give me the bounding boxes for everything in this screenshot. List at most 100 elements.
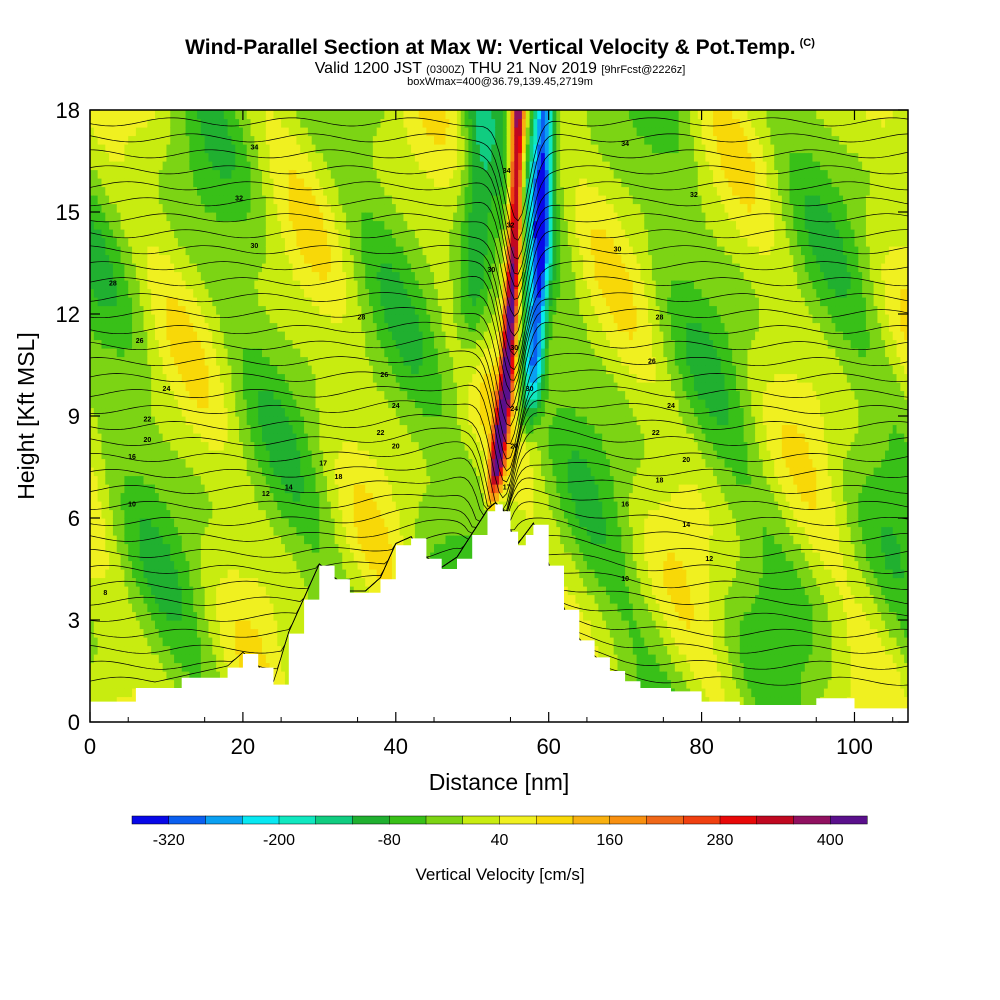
velocity-cell [219,611,225,621]
velocity-cell [265,348,271,358]
velocity-cell [158,475,164,485]
velocity-cell [246,271,252,281]
velocity-cell [170,348,175,358]
velocity-cell [277,662,282,672]
velocity-cell [250,280,255,290]
velocity-cell [242,586,248,596]
velocity-cell [197,195,202,205]
velocity-cell [216,356,221,366]
velocity-cell [120,212,125,222]
velocity-cell [139,501,145,511]
velocity-cell [212,127,217,137]
velocity-cell [90,577,95,587]
velocity-cell [307,518,313,528]
velocity-cell [97,628,103,638]
velocity-cell [112,628,118,638]
velocity-cell [311,161,317,171]
velocity-cell [219,212,225,222]
velocity-cell [147,263,152,273]
velocity-cell [166,577,171,587]
velocity-cell [246,229,252,239]
velocity-cell [246,161,252,171]
velocity-cell [262,424,267,434]
velocity-cell [284,331,290,341]
velocity-cell [135,526,141,536]
velocity-cell [116,339,122,349]
velocity-cell [250,543,255,553]
velocity-cell [166,535,171,545]
velocity-cell [212,407,217,417]
velocity-cell [338,433,343,443]
velocity-cell [132,271,137,281]
velocity-cell [181,297,187,307]
velocity-cell [112,637,118,647]
velocity-cell [147,271,152,281]
velocity-cell [158,543,164,553]
velocity-cell [139,382,145,392]
velocity-cell [93,263,99,273]
velocity-cell [143,552,148,562]
velocity-cell [208,441,213,451]
velocity-cell [219,492,225,502]
velocity-cell [166,620,171,630]
velocity-cell [277,526,282,536]
velocity-cell [170,339,175,349]
velocity-cell [349,569,355,579]
velocity-cell [154,135,160,145]
velocity-cell [262,662,267,672]
velocity-cell [349,535,355,545]
velocity-cell [135,186,141,196]
velocity-cell [216,118,221,128]
velocity-cell [109,263,114,273]
velocity-cell [204,288,210,298]
velocity-cell [204,620,210,630]
velocity-cell [189,441,194,451]
velocity-cell [185,399,190,409]
velocity-cell [219,365,225,375]
velocity-cell [166,373,171,383]
velocity-cell [120,611,125,621]
velocity-cell [307,484,313,494]
velocity-cell [269,118,275,128]
velocity-cell [112,586,118,596]
velocity-cell [277,603,282,613]
velocity-cell [235,450,240,460]
velocity-cell [323,424,328,434]
velocity-cell [105,586,110,596]
velocity-cell [334,441,340,451]
velocity-cell [112,212,118,222]
velocity-cell [216,331,221,341]
velocity-cell [177,569,183,579]
velocity-cell [109,229,114,239]
velocity-cell [200,135,206,145]
velocity-cell [277,671,282,681]
velocity-cell [262,237,267,247]
velocity-cell [181,237,187,247]
velocity-cell [105,526,110,536]
velocity-cell [346,382,351,392]
velocity-cell [197,373,202,383]
velocity-cell [151,450,156,460]
velocity-cell [101,195,106,205]
velocity-cell [112,237,118,247]
velocity-cell [132,450,137,460]
velocity-cell [200,152,206,162]
velocity-cell [135,254,141,264]
velocity-cell [273,348,278,358]
velocity-cell [185,603,190,613]
velocity-cell [189,628,194,638]
velocity-cell [235,458,240,468]
velocity-cell [208,118,213,128]
velocity-cell [143,331,148,341]
velocity-cell [212,518,217,528]
velocity-cell [265,195,271,205]
velocity-cell [250,237,255,247]
velocity-cell [219,526,225,536]
velocity-cell [185,492,190,502]
velocity-cell [128,118,133,128]
velocity-cell [189,552,194,562]
velocity-cell [288,195,294,205]
velocity-cell [158,603,164,613]
velocity-cell [254,611,259,621]
velocity-cell [154,569,160,579]
